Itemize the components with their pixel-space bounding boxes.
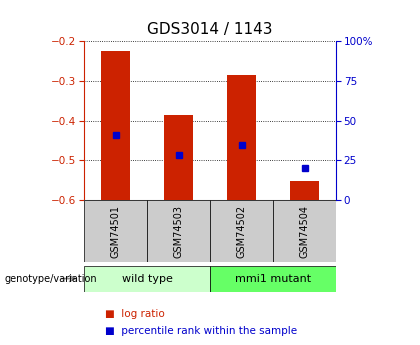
Bar [84, 266, 210, 292]
Text: wild type: wild type [121, 274, 173, 284]
Bar [101, 51, 130, 200]
Text: genotype/variation: genotype/variation [4, 274, 97, 284]
Bar [273, 200, 336, 262]
Text: GSM74502: GSM74502 [236, 205, 247, 258]
Text: ■  percentile rank within the sample: ■ percentile rank within the sample [105, 326, 297, 336]
Text: GSM74501: GSM74501 [110, 205, 121, 258]
Title: GDS3014 / 1143: GDS3014 / 1143 [147, 22, 273, 38]
Text: GSM74504: GSM74504 [299, 205, 310, 258]
Bar [164, 115, 193, 200]
Bar [147, 200, 210, 262]
Bar [210, 200, 273, 262]
Text: GSM74503: GSM74503 [173, 205, 184, 258]
Bar [84, 200, 147, 262]
Bar [290, 181, 319, 200]
Text: ■  log ratio: ■ log ratio [105, 309, 165, 319]
Bar [210, 266, 336, 292]
Text: mmi1 mutant: mmi1 mutant [235, 274, 311, 284]
Bar [227, 75, 256, 200]
